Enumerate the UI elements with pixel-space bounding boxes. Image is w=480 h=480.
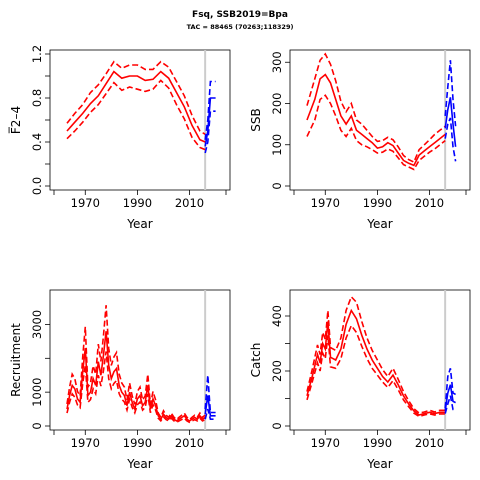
y-axis-label: F̅2–4 — [8, 106, 23, 134]
panel-ssb: 1970 1990 2010 0 100 200 300 Year SSB — [249, 49, 471, 231]
projection-upper-line — [444, 368, 456, 409]
y-axis-label: Recruitment — [9, 323, 23, 397]
projection-upper-line — [204, 375, 216, 414]
historical-median-line — [306, 73, 446, 167]
y-tick-label: 1000 — [30, 378, 44, 407]
panel-frame — [49, 289, 231, 431]
y-axis-label: SSB — [249, 108, 263, 131]
historical-median-line — [306, 308, 446, 416]
projection-upper-line — [204, 80, 216, 140]
figure-subtitle: TAC = 88465 (70263;118329) — [186, 23, 294, 31]
y-tick-label: 200 — [270, 360, 284, 382]
x-tick-label: 1990 — [363, 196, 392, 210]
historical-lower-line — [306, 94, 446, 171]
historical-lower-line — [66, 79, 206, 151]
y-tick-label: 200 — [270, 93, 284, 115]
panel-frame — [289, 289, 471, 431]
y-axis-label: Catch — [249, 343, 263, 378]
x-tick-label: 1970 — [311, 196, 340, 210]
projection-lower-line — [444, 395, 456, 414]
y-tick-label: 0.0 — [30, 177, 44, 195]
x-tick-label: 1990 — [123, 436, 152, 450]
y-tick-label: 400 — [270, 305, 284, 327]
panel-catch: 1970 1990 2010 0 200 400 Year Catch — [249, 289, 471, 471]
historical-median-line — [66, 70, 206, 143]
projection-median-line — [204, 97, 216, 147]
x-tick-label: 1990 — [363, 436, 392, 450]
historical-lower-line — [66, 351, 206, 424]
x-tick-label: 1970 — [71, 436, 100, 450]
y-tick-label: 0.4 — [30, 133, 44, 151]
historical-upper-line — [66, 305, 206, 421]
historical-lower-line — [306, 324, 446, 418]
historical-upper-line — [306, 295, 446, 414]
x-tick-label: 2010 — [175, 436, 204, 450]
x-axis-label: Year — [126, 457, 152, 471]
y-tick-label: 1.2 — [30, 45, 44, 63]
projection-median-line — [444, 384, 456, 412]
panel-frame — [289, 49, 471, 191]
x-tick-label: 2010 — [415, 196, 444, 210]
x-tick-label: 1970 — [71, 196, 100, 210]
panel-f: 1970 1990 2010 0.0 0.4 0.8 1.2 Year F̅2–4 — [8, 45, 231, 231]
projection-lower-line — [204, 110, 216, 154]
x-axis-label: Year — [366, 457, 392, 471]
x-tick-label: 2010 — [175, 196, 204, 210]
y-tick-label: 100 — [270, 134, 284, 156]
historical-median-line — [66, 331, 206, 422]
x-tick-label: 2010 — [415, 436, 444, 450]
y-tick-label: 0 — [270, 182, 284, 189]
y-tick-label: 0 — [30, 422, 44, 429]
y-tick-label: 3000 — [30, 310, 44, 339]
figure-title: Fsq, SSB2019=Bpa — [192, 10, 288, 20]
projection-upper-line — [444, 60, 457, 127]
x-tick-label: 1970 — [311, 436, 340, 450]
y-tick-label: 0 — [270, 422, 284, 429]
panel-recruitment: 1970 1990 2010 0 1000 3000 Year Recruitment — [9, 289, 231, 471]
projection-median-line — [444, 97, 457, 147]
historical-upper-line — [66, 60, 206, 135]
projection-median-line — [204, 395, 216, 417]
x-axis-label: Year — [126, 217, 152, 231]
projection-lower-line — [204, 408, 216, 421]
y-tick-label: 300 — [270, 51, 284, 73]
x-tick-label: 1990 — [123, 196, 152, 210]
x-axis-label: Year — [366, 217, 392, 231]
historical-upper-line — [306, 52, 446, 164]
y-tick-label: 0.8 — [30, 89, 44, 107]
projection-lower-line — [444, 117, 457, 162]
